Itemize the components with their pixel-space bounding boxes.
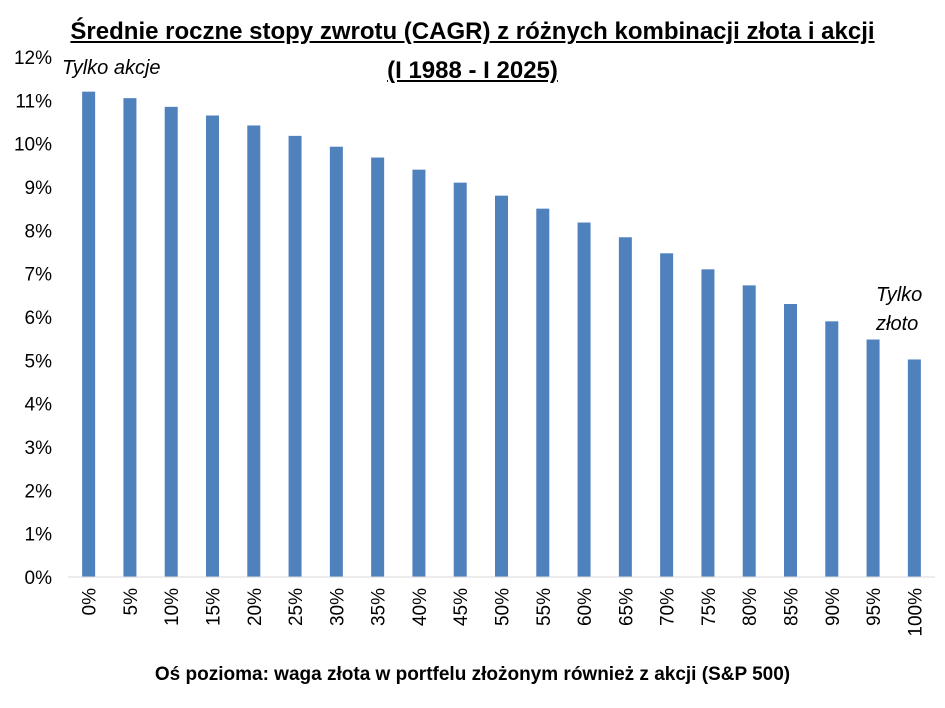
y-tick-label: 1% <box>25 525 53 546</box>
bar <box>536 208 550 577</box>
y-tick-label: 6% <box>25 308 53 329</box>
annotation-only-gold-line2: złoto <box>876 313 919 335</box>
x-tick-label: 60% <box>575 588 596 626</box>
bar <box>784 304 797 577</box>
y-tick-label: 3% <box>25 438 53 459</box>
x-tick-label: 80% <box>740 588 761 626</box>
x-tick-label: 20% <box>245 588 266 626</box>
y-tick-label: 8% <box>25 221 53 242</box>
x-tick-label: 5% <box>121 588 142 616</box>
x-tick-label: 35% <box>369 588 390 626</box>
bar <box>660 253 674 578</box>
x-tick-label: 85% <box>782 588 803 626</box>
chart-subtitle: (I 1988 - I 2025) <box>387 57 558 84</box>
bar <box>82 91 96 578</box>
x-tick-label: 65% <box>616 588 637 626</box>
bar <box>247 125 261 577</box>
bar <box>412 169 426 577</box>
x-tick-label: 10% <box>162 588 183 626</box>
x-tick-label: 45% <box>451 588 472 626</box>
chart-title: Średnie roczne stopy zwrotu (CAGR) z róż… <box>70 18 875 45</box>
y-tick-label: 2% <box>25 481 53 502</box>
x-tick-label: 25% <box>286 588 307 626</box>
bar <box>907 359 921 577</box>
bars-group <box>82 91 921 578</box>
bar <box>123 98 137 578</box>
x-tick-label: 40% <box>410 588 431 626</box>
bar <box>866 339 880 577</box>
x-tick-label: 15% <box>204 588 225 626</box>
x-tick-label: 100% <box>905 588 926 637</box>
y-tick-label: 0% <box>25 568 53 589</box>
x-axis: 0% 5% 10% 15% 20% 25% 30% 35% 40% 45% 50% 55% 60% 65%… <box>80 588 927 637</box>
x-axis-title: Oś pozioma: waga złota w portfelu złożon… <box>154 664 791 685</box>
x-tick-label: 70% <box>658 588 679 626</box>
bar <box>495 195 508 577</box>
y-tick-label: 5% <box>25 351 53 372</box>
bar <box>577 222 591 578</box>
x-tick-label: 75% <box>699 588 720 626</box>
x-tick-label: 30% <box>327 588 348 626</box>
y-axis: 0% 1% 2% 3% 4% 5% 6% 7% 8% 9% 10% 11% 12% <box>14 48 52 589</box>
y-tick-label: 9% <box>25 178 53 199</box>
bar <box>206 115 219 577</box>
x-tick-label: 90% <box>823 588 844 626</box>
x-tick-label: 95% <box>864 588 885 626</box>
y-tick-label: 4% <box>25 395 53 416</box>
bar <box>701 269 715 577</box>
bar <box>288 135 302 577</box>
bar <box>371 157 385 578</box>
bar <box>825 321 839 577</box>
y-tick-label: 7% <box>25 265 53 286</box>
bar <box>329 146 343 577</box>
annotation-only-stocks: Tylko akcje <box>62 57 161 79</box>
annotation-only-gold-line1: Tylko <box>876 284 923 306</box>
y-tick-label: 10% <box>14 135 52 156</box>
bar <box>742 285 756 577</box>
x-tick-label: 0% <box>80 588 101 616</box>
y-tick-label: 12% <box>14 48 52 69</box>
bar <box>453 182 467 577</box>
bar <box>618 237 632 577</box>
y-tick-label: 11% <box>15 91 52 112</box>
bar <box>164 106 178 577</box>
x-tick-label: 55% <box>534 588 555 626</box>
x-tick-label: 50% <box>493 588 514 626</box>
